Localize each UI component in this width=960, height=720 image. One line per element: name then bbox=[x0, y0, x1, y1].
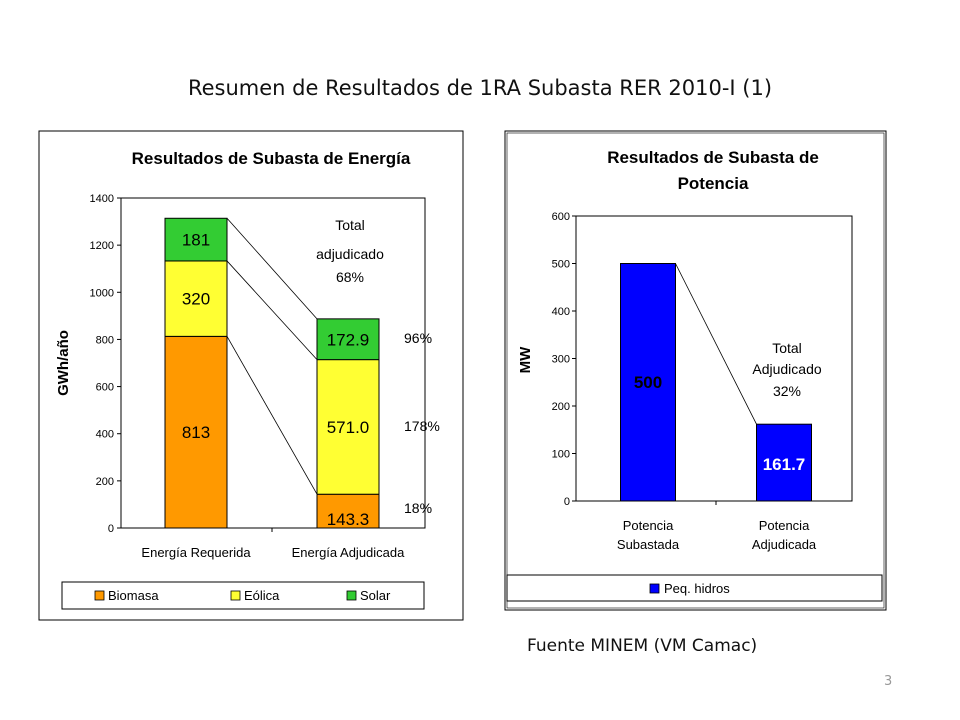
energy-category-label: Energía Requerida bbox=[141, 545, 251, 560]
energy-data-label: 571.0 bbox=[327, 418, 370, 437]
power-data-label: 500 bbox=[634, 373, 662, 392]
power-chart-title-line-1: Resultados de Subasta de bbox=[607, 148, 819, 167]
energy-legend-swatch bbox=[230, 590, 241, 601]
energy-legend-label: Eólica bbox=[244, 588, 280, 603]
energy-chart: 0 200 400 600 800 1000 1200 1400 GWh/año 813 320 18… bbox=[55, 193, 440, 610]
energy-bar-segment bbox=[316, 493, 380, 529]
energy-bar-segment bbox=[164, 260, 228, 337]
power-y-tick-label: 400 bbox=[552, 306, 570, 318]
power-y-tick-label: 200 bbox=[552, 401, 570, 413]
energy-category-label: Energía Adjudicada bbox=[292, 545, 406, 560]
slide-title: Resumen de Resultados de 1RA Subasta RER… bbox=[187, 76, 773, 100]
energy-percent-annotation: 178% bbox=[404, 418, 440, 434]
energy-bar-segment bbox=[164, 335, 228, 529]
energy-y-tick-label: 1000 bbox=[90, 287, 114, 299]
power-y-tick-label: 600 bbox=[552, 211, 570, 223]
energy-legend-label: Biomasa bbox=[108, 588, 159, 603]
energy-y-axis-label: GWh/año bbox=[55, 330, 72, 396]
energy-y-tick-label: 800 bbox=[96, 334, 114, 346]
power-chart: 0 100 200 300 400 500 600 MW 500 Potencia Subastad… bbox=[506, 211, 883, 602]
energy-chart-title: Resultados de Subasta de Energía bbox=[132, 149, 411, 168]
energy-data-label: 320 bbox=[182, 290, 210, 309]
energy-y-tick-label: 1400 bbox=[90, 193, 114, 205]
energy-y-tick-label: 0 bbox=[108, 523, 114, 535]
power-total-annotation: Total bbox=[772, 340, 802, 356]
power-total-annotation: Adjudicado bbox=[752, 361, 821, 377]
power-category-label-line-2: Subastada bbox=[617, 537, 680, 552]
power-total-annotation: 32% bbox=[773, 383, 801, 399]
power-category-label-line-1: Potencia bbox=[759, 518, 810, 533]
power-bar bbox=[756, 423, 812, 502]
energy-y-tick-label: 600 bbox=[96, 382, 114, 394]
energy-total-annotation: adjudicado bbox=[316, 246, 384, 262]
energy-y-tick-label: 200 bbox=[96, 476, 114, 488]
energy-connector-line bbox=[226, 336, 318, 495]
energy-data-label: 143.3 bbox=[327, 510, 370, 529]
source-note: Fuente MINEM (VM Camac) bbox=[527, 636, 758, 656]
energy-data-label: 172.9 bbox=[327, 330, 370, 349]
energy-total-annotation: 68% bbox=[336, 269, 364, 285]
energy-connector-line bbox=[226, 260, 318, 360]
power-connector-line bbox=[675, 263, 757, 425]
power-y-tick-label: 0 bbox=[564, 496, 570, 508]
power-y-tick-label: 300 bbox=[552, 354, 570, 366]
power-legend-box bbox=[506, 574, 883, 602]
power-bar bbox=[620, 263, 676, 502]
energy-legend-label: Solar bbox=[360, 588, 391, 603]
energy-bar-segment bbox=[316, 359, 380, 495]
energy-connector-line bbox=[226, 218, 318, 320]
energy-total-annotation: Total bbox=[335, 217, 365, 233]
energy-bar-segment bbox=[316, 318, 380, 361]
power-category-label-line-1: Potencia bbox=[623, 518, 674, 533]
energy-percent-annotation: 18% bbox=[404, 500, 432, 516]
energy-percent-annotation: 96% bbox=[404, 330, 432, 346]
power-category-label-line-2: Adjudicada bbox=[752, 537, 817, 552]
power-chart-title-line-2: Potencia bbox=[678, 174, 749, 193]
page-number: 3 bbox=[884, 674, 893, 689]
power-chart-inner-frame bbox=[506, 132, 885, 609]
power-y-tick-label: 500 bbox=[552, 259, 570, 271]
power-legend-swatch bbox=[649, 583, 660, 594]
energy-data-label: 813 bbox=[182, 423, 210, 442]
energy-data-label: 181 bbox=[182, 231, 210, 250]
energy-legend-box bbox=[61, 581, 425, 610]
power-y-tick-label: 100 bbox=[552, 449, 570, 461]
energy-bar-segment bbox=[164, 217, 228, 262]
energy-legend-swatch bbox=[346, 590, 357, 601]
energy-legend-swatch bbox=[94, 590, 105, 601]
power-y-axis-label: MW bbox=[517, 346, 534, 373]
energy-y-tick-label: 1200 bbox=[90, 240, 114, 252]
power-legend-label: Peq. hidros bbox=[664, 581, 730, 596]
energy-y-tick-label: 400 bbox=[96, 429, 114, 441]
power-data-label: 161.7 bbox=[763, 455, 806, 474]
